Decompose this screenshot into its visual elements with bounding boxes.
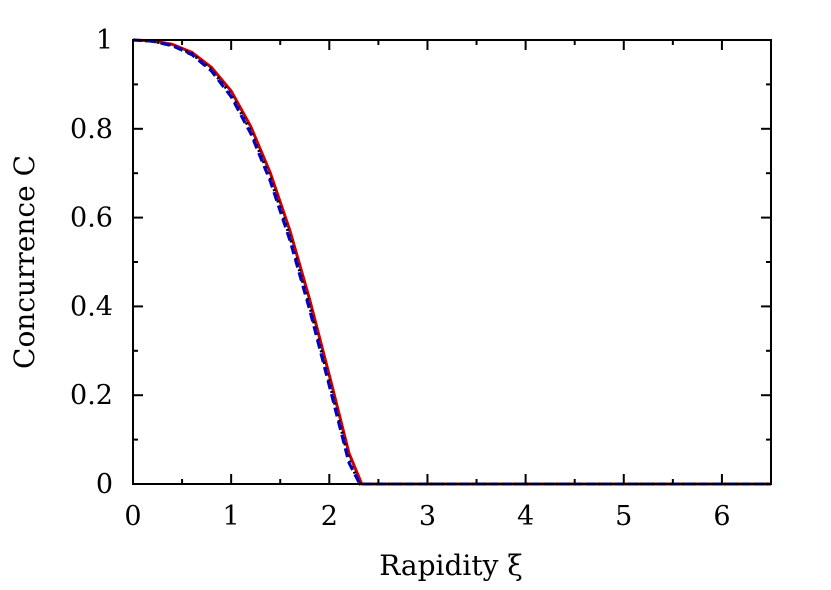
series-line-dotted xyxy=(132,38,771,486)
x-tick-label: 6 xyxy=(713,501,730,532)
ticks-group xyxy=(132,39,772,485)
x-tick-label: 2 xyxy=(321,501,338,532)
x-tick-label: 1 xyxy=(223,501,240,532)
y-tick-label: 0.4 xyxy=(70,291,113,322)
x-axis-label: Rapidity ξ xyxy=(379,549,523,582)
y-axis-label: Concurrence C xyxy=(8,155,41,369)
series-group xyxy=(132,38,771,486)
y-tick-label: 0.2 xyxy=(70,380,113,411)
x-tick-label: 5 xyxy=(615,501,632,532)
x-tick-label: 0 xyxy=(124,501,141,532)
y-tick-label: 0.8 xyxy=(70,114,113,145)
series-line-solid xyxy=(132,38,771,486)
x-tick-label: 4 xyxy=(517,501,534,532)
x-tick-label: 3 xyxy=(419,501,436,532)
tick-labels-group: 0 1 2 3 4 5 6 0 0.2 0.4 0.6 0.8 1 xyxy=(70,25,730,532)
series-line-dashed xyxy=(132,38,771,486)
plot-frame xyxy=(132,39,772,485)
y-tick-label: 0 xyxy=(96,469,113,500)
y-tick-label: 1 xyxy=(96,25,113,56)
y-tick-label: 0.6 xyxy=(70,203,113,234)
